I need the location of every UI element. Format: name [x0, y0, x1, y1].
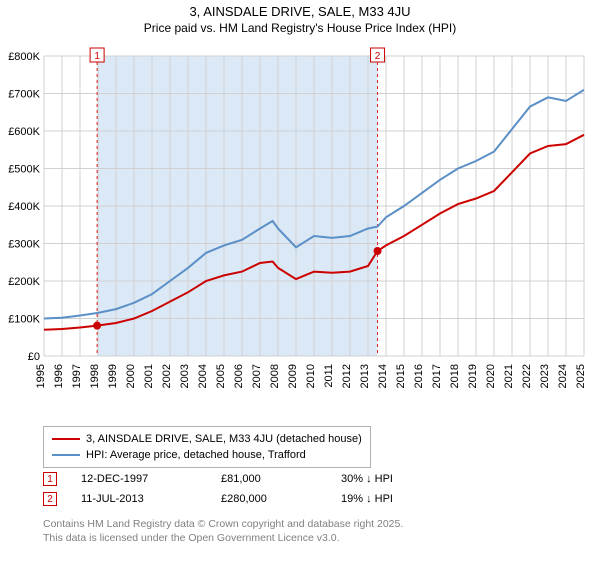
- footer-line: Contains HM Land Registry data © Crown c…: [43, 517, 403, 531]
- svg-text:2000: 2000: [125, 364, 137, 388]
- legend-label: HPI: Average price, detached house, Traf…: [86, 447, 306, 463]
- txn-diff: 19% ↓ HPI: [341, 493, 461, 505]
- legend-swatch-1: [52, 438, 80, 440]
- svg-text:2005: 2005: [215, 364, 227, 388]
- svg-text:2020: 2020: [485, 364, 497, 388]
- svg-text:£100K: £100K: [8, 314, 40, 326]
- svg-text:2014: 2014: [377, 364, 389, 388]
- svg-text:2015: 2015: [395, 364, 407, 388]
- svg-text:2016: 2016: [413, 364, 425, 388]
- svg-text:2: 2: [375, 51, 381, 62]
- svg-text:1: 1: [94, 51, 100, 62]
- chart-area: £0 £100K £200K £300K £400K £500K £600K £700K £80…: [4, 46, 596, 416]
- svg-text:2018: 2018: [449, 364, 461, 388]
- legend-swatch-2: [52, 454, 80, 456]
- svg-text:2011: 2011: [323, 364, 335, 388]
- table-row: 1 12-DEC-1997 £81,000 30% ↓ HPI: [43, 469, 461, 489]
- transactions-table: 1 12-DEC-1997 £81,000 30% ↓ HPI 2 11-JUL…: [43, 469, 461, 509]
- svg-text:2019: 2019: [467, 364, 479, 388]
- svg-text:1995: 1995: [35, 364, 47, 388]
- legend-item: HPI: Average price, detached house, Traf…: [52, 447, 362, 463]
- svg-text:2003: 2003: [179, 364, 191, 388]
- svg-text:£300K: £300K: [8, 239, 40, 251]
- svg-text:2017: 2017: [431, 364, 443, 388]
- svg-text:2023: 2023: [539, 364, 551, 388]
- svg-text:2012: 2012: [341, 364, 353, 388]
- svg-text:£200K: £200K: [8, 276, 40, 288]
- svg-text:1999: 1999: [107, 364, 119, 388]
- chart-container: 3, AINSDALE DRIVE, SALE, M33 4JU Price p…: [0, 4, 600, 564]
- marker-badge-1: 1: [43, 472, 57, 486]
- svg-text:£400K: £400K: [8, 201, 40, 213]
- txn-price: £81,000: [221, 473, 341, 485]
- page-subtitle: Price paid vs. HM Land Registry's House …: [0, 21, 600, 35]
- footer-attribution: Contains HM Land Registry data © Crown c…: [43, 517, 403, 545]
- svg-text:£0: £0: [28, 351, 40, 363]
- svg-text:1997: 1997: [71, 364, 83, 388]
- svg-text:2002: 2002: [161, 364, 173, 388]
- legend-label: 3, AINSDALE DRIVE, SALE, M33 4JU (detach…: [86, 431, 362, 447]
- txn-date: 12-DEC-1997: [81, 473, 221, 485]
- svg-text:2004: 2004: [197, 364, 209, 388]
- svg-text:1996: 1996: [53, 364, 65, 388]
- footer-line: This data is licensed under the Open Gov…: [43, 531, 403, 545]
- page-title: 3, AINSDALE DRIVE, SALE, M33 4JU: [0, 4, 600, 19]
- svg-text:£700K: £700K: [8, 89, 40, 101]
- svg-text:2001: 2001: [143, 364, 155, 388]
- table-row: 2 11-JUL-2013 £280,000 19% ↓ HPI: [43, 489, 461, 509]
- svg-text:2008: 2008: [269, 364, 281, 388]
- svg-text:2009: 2009: [287, 364, 299, 388]
- svg-text:£600K: £600K: [8, 126, 40, 138]
- legend: 3, AINSDALE DRIVE, SALE, M33 4JU (detach…: [43, 426, 371, 468]
- txn-date: 11-JUL-2013: [81, 493, 221, 505]
- svg-text:2007: 2007: [251, 364, 263, 388]
- svg-text:2010: 2010: [305, 364, 317, 388]
- svg-text:2024: 2024: [557, 364, 569, 388]
- svg-text:2013: 2013: [359, 364, 371, 388]
- svg-text:2022: 2022: [521, 364, 533, 388]
- svg-text:2021: 2021: [503, 364, 515, 388]
- svg-text:2025: 2025: [575, 364, 587, 388]
- txn-diff: 30% ↓ HPI: [341, 473, 461, 485]
- legend-item: 3, AINSDALE DRIVE, SALE, M33 4JU (detach…: [52, 431, 362, 447]
- svg-text:£500K: £500K: [8, 164, 40, 176]
- txn-price: £280,000: [221, 493, 341, 505]
- marker-badge-2: 2: [43, 492, 57, 506]
- svg-text:1998: 1998: [89, 364, 101, 388]
- svg-text:2006: 2006: [233, 364, 245, 388]
- line-chart: £0 £100K £200K £300K £400K £500K £600K £700K £80…: [4, 46, 596, 416]
- svg-text:£800K: £800K: [8, 51, 40, 63]
